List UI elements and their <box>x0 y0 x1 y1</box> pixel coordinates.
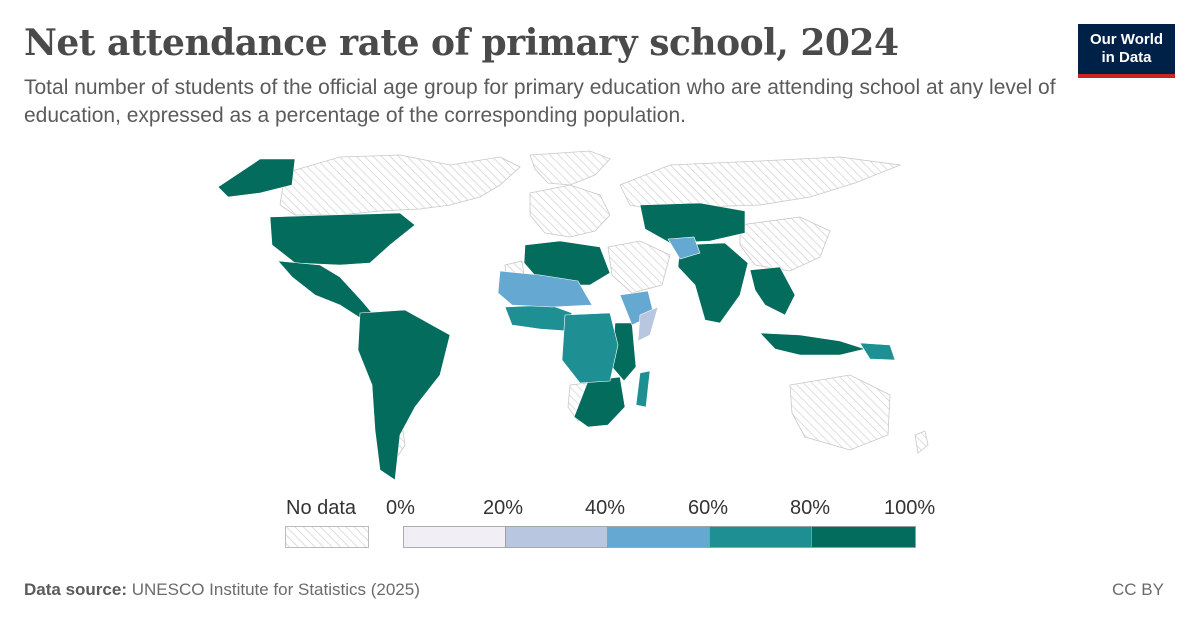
europe-region[interactable] <box>529 184 611 238</box>
png-region[interactable] <box>859 342 896 361</box>
russia-region[interactable] <box>619 156 902 212</box>
new-zealand-region[interactable] <box>914 430 929 454</box>
south-asia-region[interactable] <box>677 242 749 324</box>
southeast-asia-region[interactable] <box>749 266 796 316</box>
china-region[interactable] <box>739 216 831 272</box>
data-source: Data source: UNESCO Institute for Statis… <box>24 580 420 600</box>
logo-line-1: Our World <box>1089 31 1164 48</box>
australia-region[interactable] <box>789 374 891 451</box>
south-america-region[interactable] <box>357 309 451 481</box>
world-map <box>200 145 980 495</box>
legend-bin-40-60[interactable] <box>607 526 710 548</box>
madagascar-region[interactable] <box>635 370 651 408</box>
legend-bin-0-20[interactable] <box>403 526 506 548</box>
middle-east-region[interactable] <box>607 240 671 294</box>
southern-africa-region[interactable] <box>573 376 626 428</box>
legend-tick-20: 20% <box>483 497 524 519</box>
owid-logo[interactable]: Our World in Data <box>1078 24 1175 78</box>
legend-bin-60-80[interactable] <box>709 526 812 548</box>
alaska-region[interactable] <box>217 158 296 198</box>
legend-tick-60: 60% <box>688 497 729 519</box>
legend-tick-40: 40% <box>585 497 626 519</box>
chart-subtitle: Total number of students of the official… <box>24 76 1056 127</box>
license-link[interactable]: CC BY <box>1112 580 1164 599</box>
north-africa-region[interactable] <box>523 240 611 286</box>
legend-tick-80: 80% <box>790 497 831 519</box>
legend-tick-100: 100% <box>884 497 936 519</box>
data-source-link[interactable]: UNESCO Institute for Statistics (2025) <box>131 580 420 599</box>
legend-color-bar <box>403 526 916 548</box>
chart-title: Net attendance rate of primary school, 2… <box>24 22 899 64</box>
west-africa-coast-region[interactable] <box>504 304 573 332</box>
indonesia-region[interactable] <box>759 332 867 356</box>
sahel-region[interactable] <box>497 270 593 308</box>
usa-region[interactable] <box>269 212 416 266</box>
central-asia-region[interactable] <box>639 202 746 244</box>
legend-no-data-swatch[interactable] <box>285 526 369 548</box>
world-map-svg <box>217 150 929 481</box>
legend-bin-80-100[interactable] <box>811 526 916 548</box>
legend-bin-20-40[interactable] <box>505 526 608 548</box>
central-africa-region[interactable] <box>561 312 619 384</box>
afghanistan-region[interactable] <box>667 236 701 260</box>
greenland-region[interactable] <box>529 150 611 186</box>
canada-region[interactable] <box>279 154 521 216</box>
somalia-region[interactable] <box>637 306 659 342</box>
logo-line-2: in Data <box>1101 49 1152 66</box>
legend-no-data-label: No data <box>286 497 357 519</box>
legend-tick-0: 0% <box>386 497 415 519</box>
data-source-label: Data source: <box>24 580 127 599</box>
